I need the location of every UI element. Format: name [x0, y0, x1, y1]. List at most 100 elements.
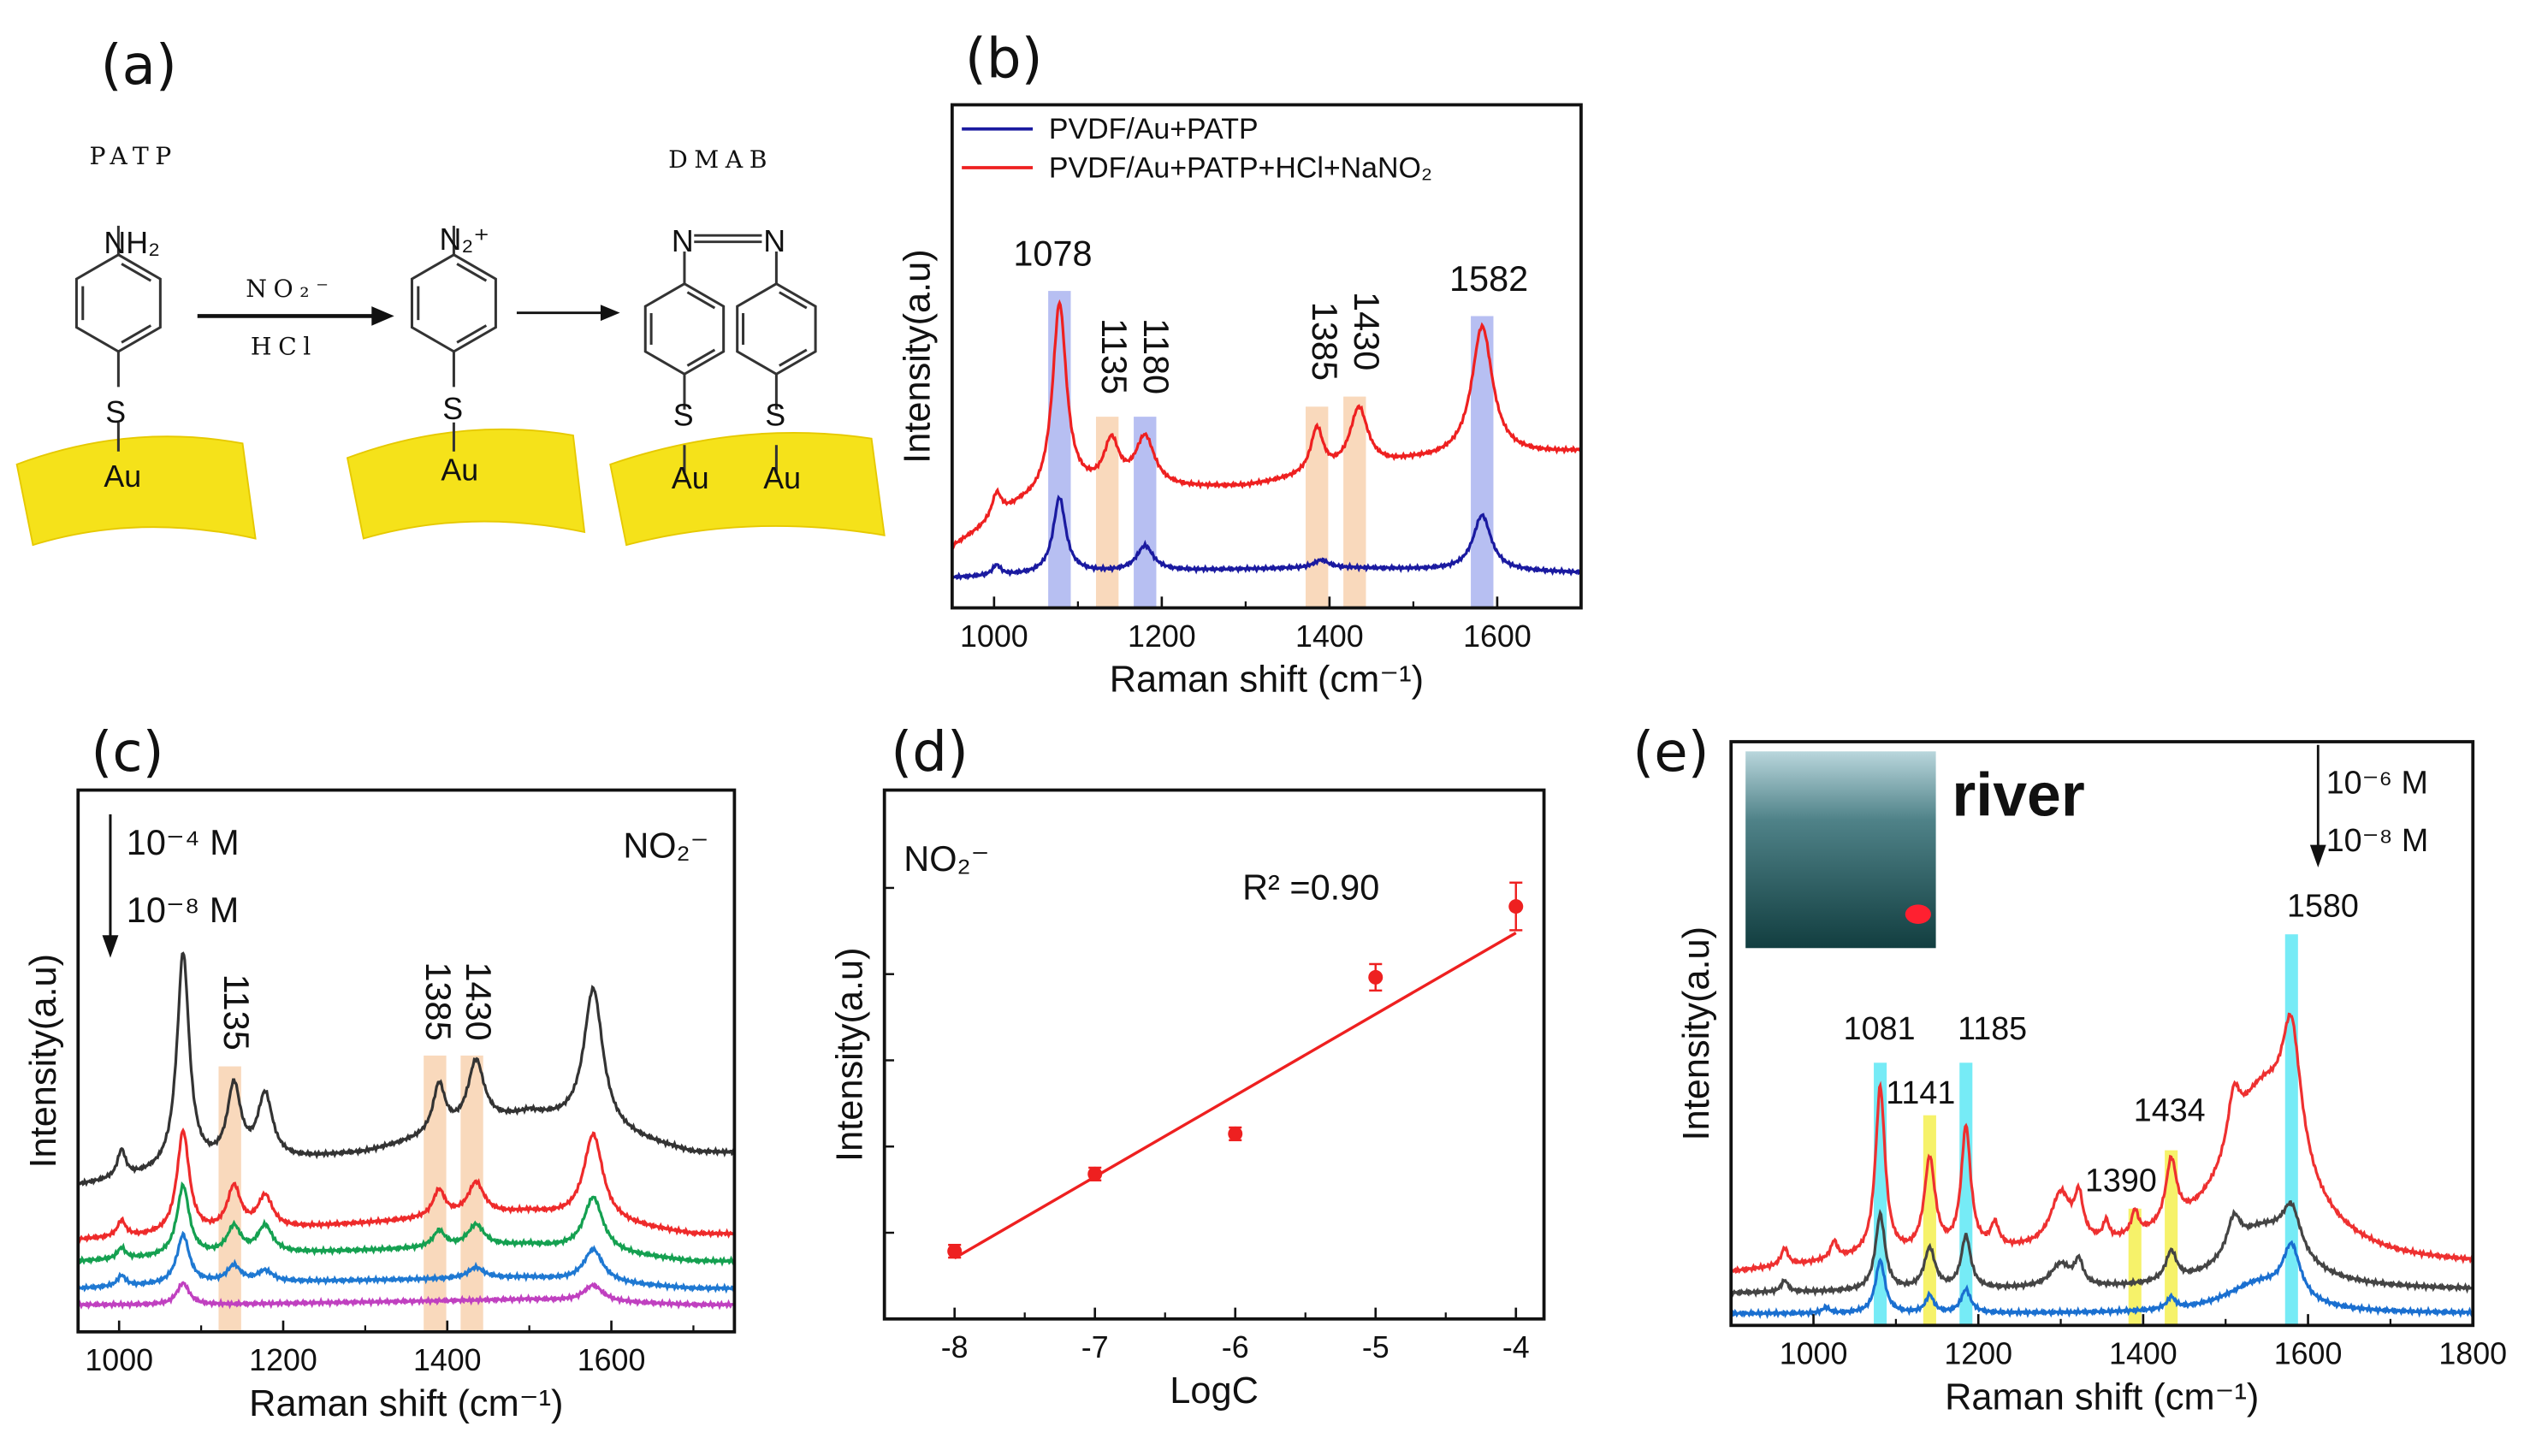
peak-label-1430: 1430: [1347, 292, 1387, 370]
product-name: DMAB: [668, 145, 773, 174]
x-tick-label: 1600: [578, 1343, 646, 1377]
panel-label-c: (c): [91, 721, 163, 784]
y-axis-label: Intensity(a.u): [829, 947, 870, 1162]
plot-frame: [950, 103, 1583, 610]
gold-atom-3: Au: [672, 461, 709, 495]
y-axis-label: Intensity(a.u): [1676, 926, 1717, 1141]
ring-diazonium: [410, 225, 497, 452]
x-tick-label: -7: [1081, 1330, 1109, 1364]
chart-b: 1000 1200 1400 1600 Raman shift (cm⁻¹) Intens…: [897, 103, 1583, 701]
reagent-hcl: HCl: [251, 333, 317, 361]
x-tick-label: 1400: [1295, 619, 1364, 654]
gold-atom-2: Au: [441, 453, 478, 488]
x-tick-label: 1200: [1128, 619, 1196, 654]
peak-band-1430: [460, 1055, 483, 1332]
panel-label-d: (d): [891, 721, 969, 784]
peak-label-1580: 1580: [2287, 888, 2359, 924]
peak-label-1390: 1390: [2085, 1162, 2157, 1198]
sulfur-3: S: [673, 399, 694, 433]
x-tick-label: 1800: [2438, 1337, 2507, 1371]
peak-band-1580: [2284, 934, 2298, 1326]
ring-patp: [74, 225, 162, 452]
peak-label-1141: 1141: [1886, 1074, 1955, 1110]
peak-label-1135: 1135: [1094, 318, 1135, 394]
chart-d: -8 -7 -6 -5 -4 LogC Intensity(a.u): [829, 788, 1546, 1412]
reaction-arrow-2: [516, 305, 620, 322]
azo-nitrogen-2: N: [763, 224, 785, 258]
x-tick-label: -5: [1362, 1330, 1389, 1364]
x-tick-label: 1200: [1944, 1337, 2012, 1371]
series-line-1: [951, 494, 1583, 581]
x-tick-label: 1400: [2109, 1337, 2177, 1371]
conc-low-label-e: 10⁻⁸ M: [2326, 822, 2429, 858]
series-line-3: [1729, 1240, 2474, 1320]
gold-atom-4: Au: [763, 461, 801, 495]
peak-band-1185: [1959, 1062, 1973, 1326]
conc-high-label-c: 10⁻⁴ M: [127, 822, 240, 862]
ring-dmab-right: [736, 252, 817, 475]
panel-label-a: (a): [101, 34, 177, 98]
peak-label-1135: 1135: [216, 974, 257, 1051]
diazonium-group: N₂⁺: [439, 222, 489, 257]
river-photo: [1745, 751, 1936, 949]
chart-e: 1000 1200 1400 1600 1800 Raman shift (cm⁻¹) In…: [1676, 740, 2507, 1418]
series-line-2: [1729, 1199, 2474, 1299]
peak-label-1434: 1434: [2134, 1092, 2206, 1128]
sensor-chip: [1905, 904, 1931, 925]
reaction-scheme: PATP DMAB NH₂ N₂⁺ N N NO₂⁻ HCl S Au S Au…: [15, 142, 886, 547]
peak-label-1385: 1385: [1305, 302, 1345, 381]
reaction-arrow-1: [197, 306, 394, 326]
peak-label-1081: 1081: [1844, 1010, 1916, 1046]
data-point: [1228, 1126, 1243, 1141]
x-axis-label: Raman shift (cm⁻¹): [1945, 1376, 2259, 1418]
series-line-4: [76, 1230, 736, 1294]
azo-nitrogen-1: N: [672, 224, 694, 258]
series-line-2: [76, 1128, 736, 1245]
panel-label-e: (e): [1632, 721, 1709, 784]
data-point: [947, 1244, 963, 1259]
x-tick-label: 1000: [85, 1343, 153, 1377]
panel-label-b: (b): [965, 27, 1043, 91]
x-tick-label: 1600: [2274, 1337, 2343, 1371]
amine-group: NH₂: [104, 226, 160, 260]
gold-surface-2: [346, 428, 586, 540]
sulfur-1: S: [105, 395, 126, 429]
peak-label-1185: 1185: [1958, 1010, 2027, 1046]
peak-label-1180: 1180: [1136, 318, 1176, 394]
reagent-nitrite: NO₂⁻: [246, 275, 335, 303]
ring-dmab-left: [643, 252, 726, 475]
conc-high-label-e: 10⁻⁶ M: [2326, 764, 2428, 800]
peak-band-1430: [1343, 396, 1366, 608]
legend: PVDF/Au+PATP PVDF/Au+PATP+HCl+NaNO₂: [962, 113, 1432, 184]
data-point: [1368, 969, 1384, 985]
x-tick-label: -6: [1222, 1330, 1249, 1364]
concentration-arrow-c: [102, 814, 119, 958]
peak-label-1582: 1582: [1449, 258, 1528, 299]
data-point: [1508, 899, 1524, 914]
analyte-label-d: NO₂⁻: [904, 838, 989, 879]
peak-band-1390: [2128, 1208, 2142, 1326]
analyte-label-c: NO₂⁻: [623, 826, 708, 866]
sulfur-2: S: [442, 392, 463, 426]
gold-surface-3: [609, 431, 886, 547]
peak-label-1078: 1078: [1013, 234, 1092, 274]
reactant-name: PATP: [89, 142, 177, 170]
x-tick-label: 1000: [1780, 1337, 1848, 1371]
x-tick-label: -8: [941, 1330, 969, 1364]
peak-band-1078: [1048, 291, 1071, 608]
data-point: [1087, 1166, 1103, 1181]
plot-frame: [882, 788, 1546, 1321]
plot-frame: [76, 788, 737, 1334]
x-tick-label: 1000: [960, 619, 1028, 654]
series-line-5: [77, 1281, 736, 1311]
gold-atom-1: Au: [104, 459, 141, 494]
r-squared-label: R² =0.90: [1242, 867, 1379, 908]
gold-surface-1: [15, 435, 257, 547]
x-tick-label: 1400: [413, 1343, 482, 1377]
x-axis-label: LogC: [1170, 1370, 1259, 1412]
sulfur-4: S: [765, 399, 785, 433]
concentration-arrow-e: [2309, 744, 2326, 868]
legend-label-1: PVDF/Au+PATP: [1049, 113, 1259, 145]
conc-low-label-c: 10⁻⁸ M: [127, 890, 240, 930]
